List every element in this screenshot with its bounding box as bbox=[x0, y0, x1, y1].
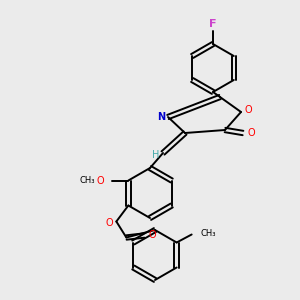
Text: N: N bbox=[157, 112, 165, 122]
Text: O: O bbox=[97, 176, 104, 185]
Text: O: O bbox=[106, 218, 113, 227]
Text: O: O bbox=[244, 105, 252, 115]
Text: H: H bbox=[152, 150, 160, 160]
Text: O: O bbox=[247, 128, 255, 138]
Text: O: O bbox=[148, 230, 156, 241]
Text: CH₃: CH₃ bbox=[80, 176, 95, 185]
Text: F: F bbox=[209, 19, 217, 29]
Text: CH₃: CH₃ bbox=[201, 229, 216, 238]
